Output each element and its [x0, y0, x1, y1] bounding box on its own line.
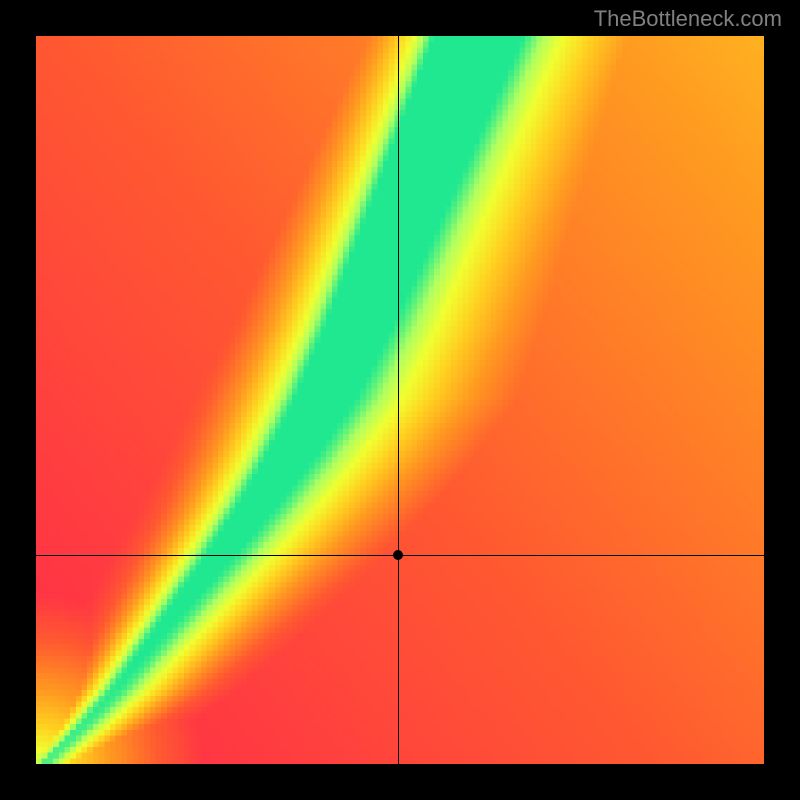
heatmap-canvas — [36, 36, 764, 764]
watermark-text: TheBottleneck.com — [594, 6, 782, 32]
crosshair-marker — [393, 550, 403, 560]
crosshair-vertical — [398, 36, 399, 764]
heatmap-chart — [36, 36, 764, 764]
